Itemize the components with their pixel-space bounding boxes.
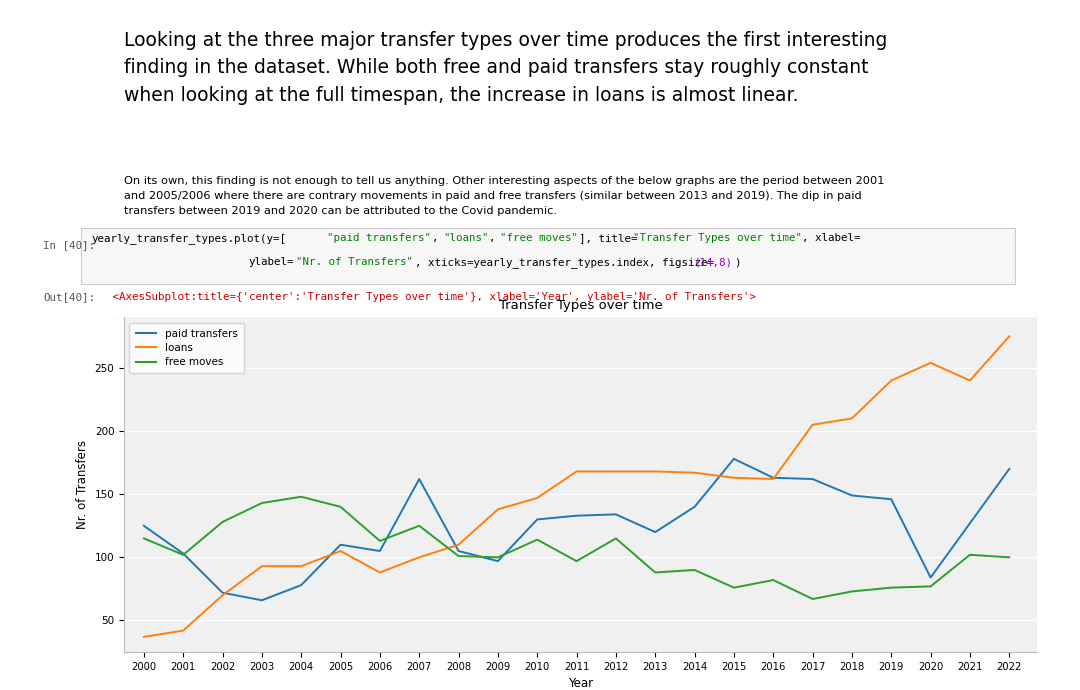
Text: (14,8): (14,8) — [693, 257, 732, 267]
Text: ,: , — [489, 233, 502, 243]
Text: yearly_transfer_types.plot(y=[: yearly_transfer_types.plot(y=[ — [92, 233, 287, 244]
Y-axis label: Nr. of Transfers: Nr. of Transfers — [77, 440, 90, 529]
Legend: paid transfers, loans, free moves: paid transfers, loans, free moves — [130, 323, 244, 373]
Text: "Transfer Types over time": "Transfer Types over time" — [633, 233, 801, 243]
Title: Transfer Types over time: Transfer Types over time — [499, 299, 662, 312]
Text: ], title=: ], title= — [579, 233, 637, 243]
Text: On its own, this finding is not enough to tell us anything. Other interesting as: On its own, this finding is not enough t… — [124, 176, 885, 217]
Text: ylabel=: ylabel= — [248, 257, 294, 267]
Text: <AxesSubplot:title={'center':'Transfer Types over time'}, xlabel='Year', ylabel=: <AxesSubplot:title={'center':'Transfer T… — [106, 292, 756, 302]
Text: Looking at the three major transfer types over time produces the first interesti: Looking at the three major transfer type… — [124, 31, 888, 105]
Text: ,: , — [432, 233, 445, 243]
Text: "Nr. of Transfers": "Nr. of Transfers" — [296, 257, 413, 267]
Text: Out[40]:: Out[40]: — [43, 292, 95, 302]
Text: "free moves": "free moves" — [500, 233, 578, 243]
Text: "loans": "loans" — [443, 233, 488, 243]
Text: ): ) — [734, 257, 741, 267]
Text: In [40]:: In [40]: — [43, 240, 95, 250]
Text: , xlabel=: , xlabel= — [802, 233, 861, 243]
X-axis label: Year: Year — [568, 678, 593, 690]
Text: "paid transfers": "paid transfers" — [327, 233, 431, 243]
Text: , xticks=yearly_transfer_types.index, figsize=: , xticks=yearly_transfer_types.index, fi… — [415, 257, 714, 268]
